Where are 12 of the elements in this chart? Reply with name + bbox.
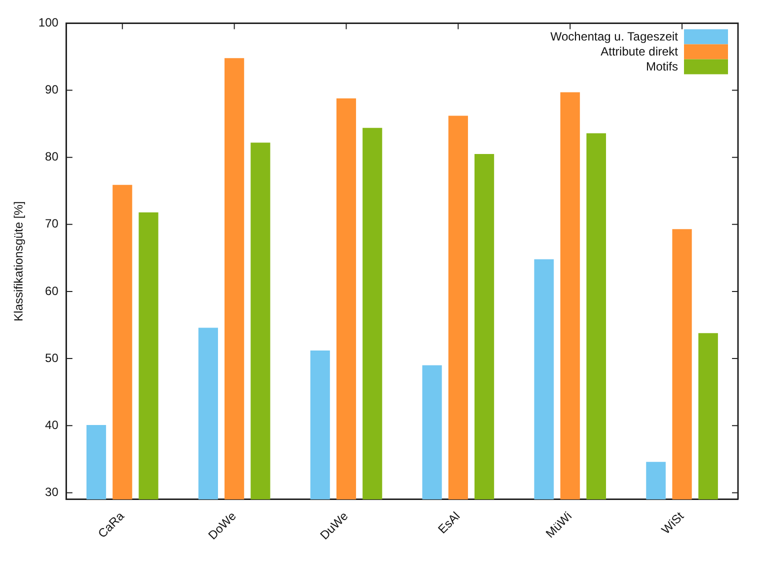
y-tick-label: 50 — [45, 350, 59, 365]
y-tick-label: 100 — [38, 16, 59, 30]
y-tick-label: 70 — [45, 216, 59, 231]
y-tick-label: 30 — [45, 485, 59, 499]
y-tick-label: 90 — [45, 82, 59, 97]
legend-label: Attribute direkt — [600, 44, 679, 59]
y-tick-label: 80 — [45, 150, 59, 164]
y-tick-label: 60 — [45, 284, 59, 298]
legend-label: Wochentag u. Tageszeit — [550, 30, 679, 44]
y-tick-label: 40 — [45, 418, 59, 432]
y-axis-title: Klassifikationsgüte [%] — [12, 201, 26, 322]
legend-label: Motifs — [646, 60, 678, 74]
